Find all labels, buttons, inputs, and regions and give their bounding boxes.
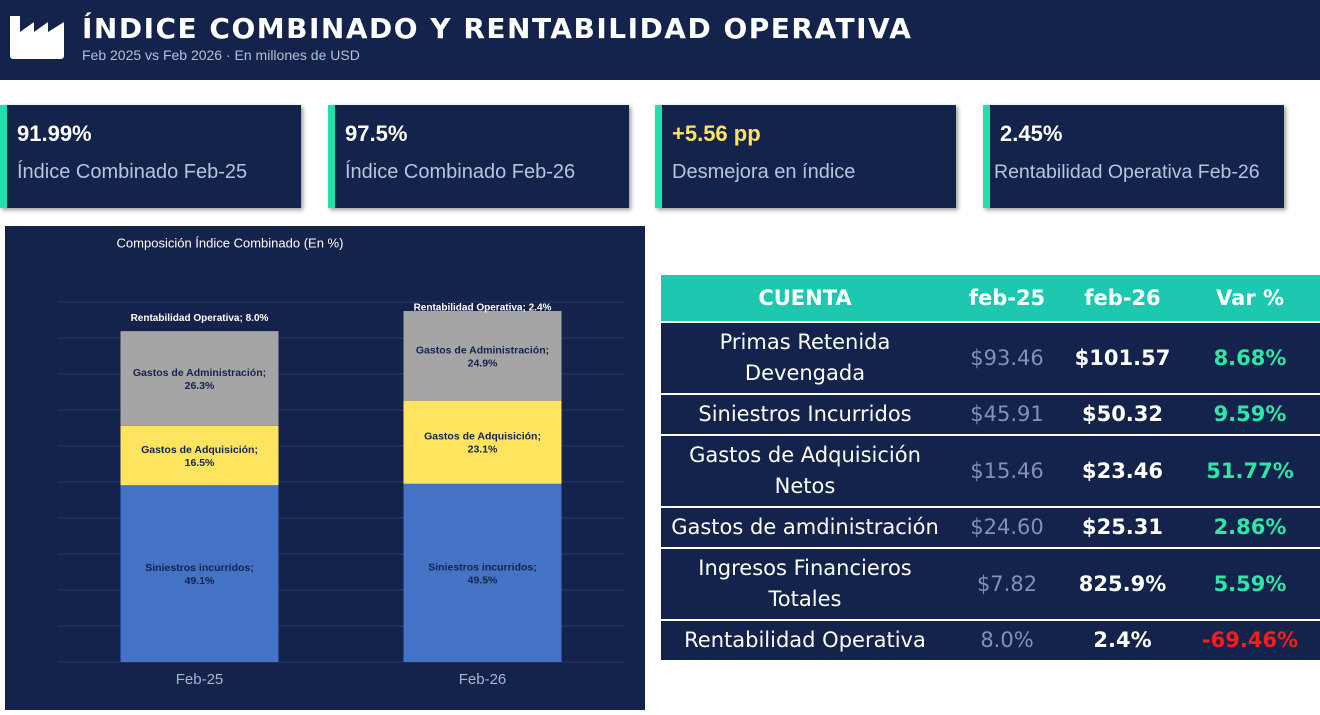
table-row: Ingresos Financieros Totales $7.82 825.9% 5…: [661, 547, 1320, 620]
subtitle: Feb 2025 vs Feb 2026 · En millones de US…: [82, 47, 360, 63]
chart-title: Composición Índice Combinado (En %): [117, 235, 344, 250]
table-cell: Gastos de amdinistración: [661, 506, 949, 548]
table-cell: $24.60: [949, 506, 1065, 548]
table-row: Gastos de Adquisición Netos $15.46 $23.46 5…: [661, 434, 1320, 507]
kpi-label: Índice Combinado Feb-25: [17, 161, 248, 183]
chart-panel: Composición Índice Combinado (En %) Sini…: [5, 226, 645, 710]
table-cell: Gastos de Adquisición Netos: [661, 434, 949, 507]
table-cell: $23.46: [1065, 434, 1180, 507]
x-tick-label: Feb-25: [176, 671, 224, 688]
data-label: Rentabilidad Operativa; 8.0%: [131, 313, 269, 324]
table-row: Siniestros Incurridos $45.91 $50.32 9.59%: [661, 393, 1320, 435]
kpi-value: 2.45%: [1000, 121, 1063, 146]
table-row: Primas Retenida Devengada $93.46 $101.57 8.…: [661, 321, 1320, 394]
factory-icon: [10, 16, 64, 59]
kpi-card: 91.99% Índice Combinado Feb-25: [0, 105, 301, 208]
table-cell: 825.9%: [1065, 547, 1180, 620]
kpi-label: Índice Combinado Feb-26: [345, 161, 576, 183]
data-label: Gastos de Adquisición; 16.5%: [141, 444, 258, 469]
header-cell: CUENTA: [661, 275, 949, 322]
kpi-label: Desmejora en índice: [672, 161, 856, 183]
table-cell: 2.86%: [1180, 506, 1320, 548]
kpi-value: 91.99%: [17, 121, 92, 146]
data-label: Gastos de Administración; 24.9%: [416, 344, 549, 369]
table: CUENTA feb-25 feb-26 Var % Primas Retenida D…: [661, 275, 1320, 660]
table-row: Rentabilidad Operativa 8.0% 2.4% -69.46%: [661, 619, 1320, 660]
header: ÍNDICE COMBINADO Y RENTABILIDAD OPERATIV…: [0, 0, 1320, 80]
kpi-card: 97.5% Índice Combinado Feb-26: [328, 105, 629, 208]
x-tick-label: Feb-26: [459, 671, 507, 688]
bar-segment: [120, 425, 279, 486]
table-cell: Ingresos Financieros Totales: [661, 547, 949, 620]
bar-segment: [403, 311, 562, 401]
header-cell: feb-25: [949, 275, 1065, 322]
table-cell: $25.31: [1065, 506, 1180, 548]
data-label: Siniestros incurridos; 49.1%: [145, 562, 254, 587]
table-cell: $45.91: [949, 393, 1065, 435]
table-cell: $15.46: [949, 434, 1065, 507]
table-cell: $50.32: [1065, 393, 1180, 435]
table-cell: 51.77%: [1180, 434, 1320, 507]
table-cell: $93.46: [949, 321, 1065, 394]
data-label: Rentabilidad Operativa; 2.4%: [414, 303, 552, 314]
kpi-card: 2.45% Rentabilidad Operativa Feb-26: [983, 105, 1284, 208]
kpi-label: Rentabilidad Operativa Feb-26: [994, 161, 1260, 183]
table-cell: $7.82: [949, 547, 1065, 620]
table-cell: 8.68%: [1180, 321, 1320, 394]
table-cell: Rentabilidad Operativa: [661, 619, 949, 660]
table-cell: -69.46%: [1180, 619, 1320, 660]
table-cell: Siniestros Incurridos: [661, 393, 949, 435]
table-cell: $101.57: [1065, 321, 1180, 394]
data-label: Gastos de Adquisición; 23.1%: [424, 431, 541, 456]
bar-segment: [403, 483, 562, 662]
table-cell: 8.0%: [949, 619, 1065, 660]
header-cell: feb-26: [1065, 275, 1180, 322]
kpi-value: +5.56 pp: [672, 121, 761, 146]
kpi-value: 97.5%: [345, 121, 408, 146]
title: ÍNDICE COMBINADO Y RENTABILIDAD OPERATIV…: [82, 12, 913, 45]
header-cell: Var %: [1180, 275, 1320, 322]
chart: Composición Índice Combinado (En %) Sini…: [58, 235, 624, 688]
table-cell: Primas Retenida Devengada: [661, 321, 949, 394]
data-label: Siniestros incurridos; 49.5%: [428, 561, 537, 586]
kpi-card: +5.56 pp Desmejora en índice: [655, 105, 956, 208]
bar-segment: [120, 331, 279, 426]
table-cell: 5.59%: [1180, 547, 1320, 620]
data-label: Gastos de Administración; 26.3%: [133, 367, 266, 392]
table-row: Gastos de amdinistración $24.60 $25.31 2.86…: [661, 506, 1320, 548]
bar-segment: [120, 485, 279, 662]
header-row: CUENTA feb-25 feb-26 Var %: [661, 275, 1320, 322]
table-cell: 9.59%: [1180, 393, 1320, 435]
table-cell: 2.4%: [1065, 619, 1180, 660]
bar-segment: [403, 400, 562, 484]
